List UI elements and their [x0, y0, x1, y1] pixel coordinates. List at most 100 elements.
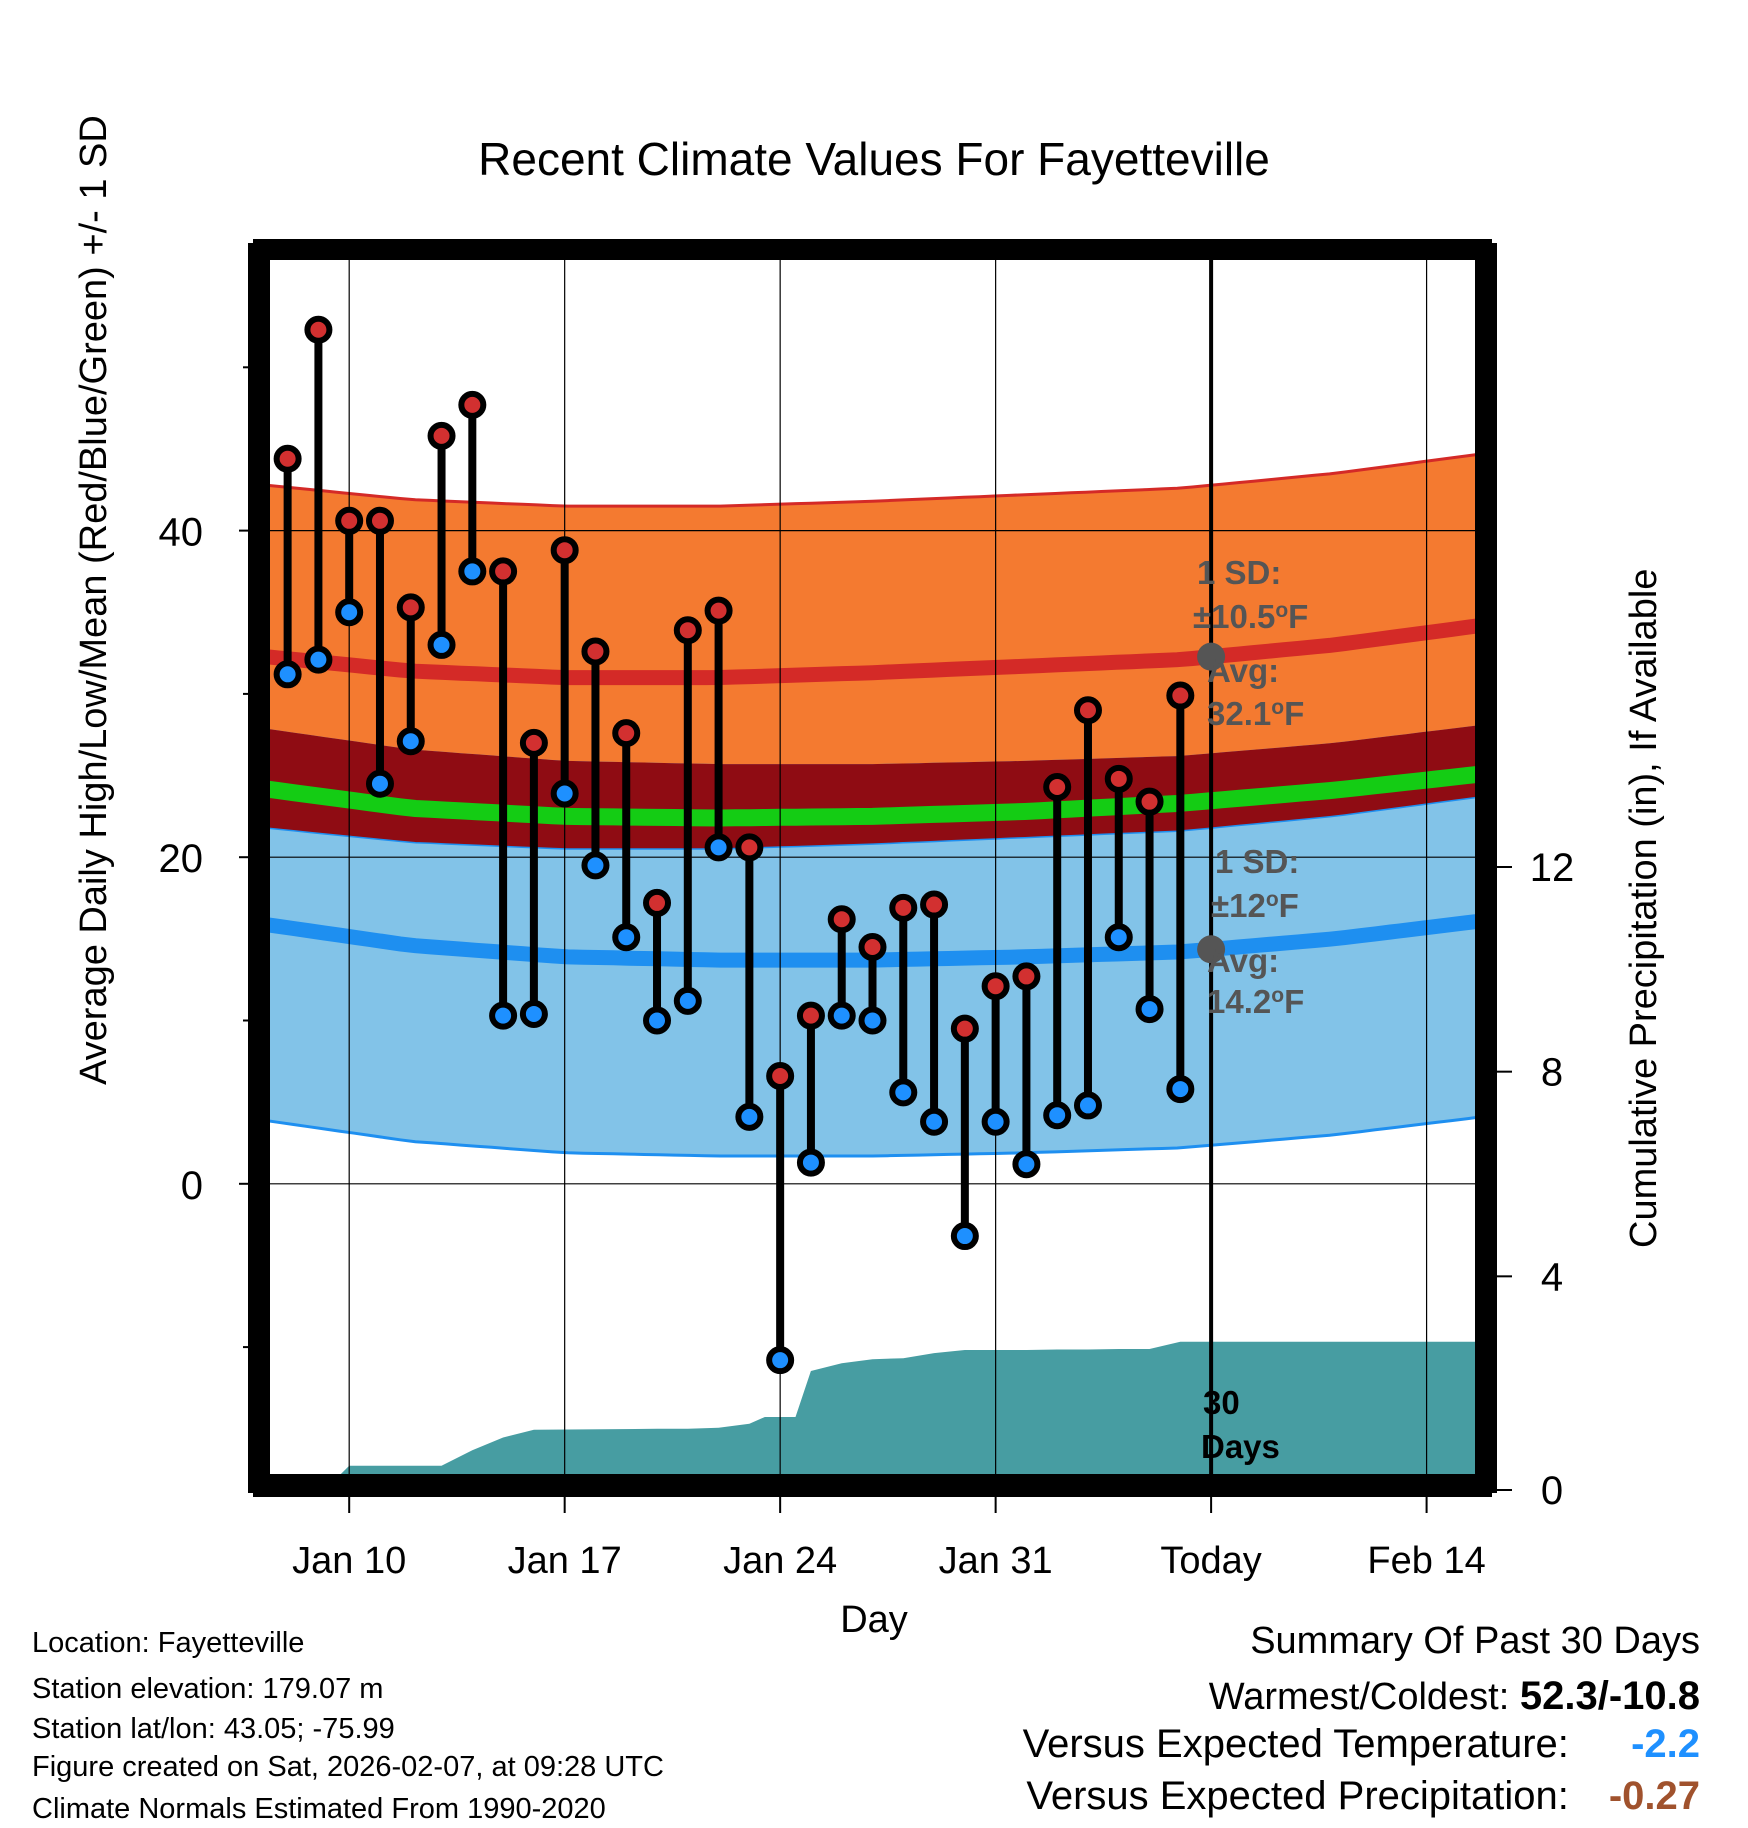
- low-sd-value-annotation-part-0: ±12: [1211, 887, 1266, 924]
- daily-low-point: [889, 1078, 918, 1107]
- summary-temp: Versus Expected Temperature: -2.2: [1023, 1722, 1700, 1767]
- low-lower-sd-line: [263, 1115, 1482, 1158]
- daily-low-point: [920, 1107, 949, 1136]
- daily-high-point: [365, 506, 394, 535]
- daily-low-point: [950, 1222, 979, 1251]
- summary-temp-label: Versus Expected Temperature:: [1022, 1722, 1569, 1766]
- daily-high-point: [673, 616, 702, 645]
- high-sd-value-annotation: ±10.5oF: [1193, 598, 1308, 635]
- daily-high-point: [273, 444, 302, 473]
- plot-frame: [248, 239, 1497, 1497]
- low-avg-value-annotation-part-0: 14.2: [1207, 983, 1271, 1020]
- daily-high-point: [704, 596, 733, 625]
- days-word-annotation: Days: [1201, 1428, 1280, 1465]
- y-axis-label: Average Daily High/Low/Mean (Red/Blue/Gr…: [73, 115, 115, 1085]
- y2-tick-label: 8: [1541, 1051, 1563, 1095]
- daily-high-point: [335, 506, 364, 535]
- x-tick-label: Jan 10: [292, 1540, 406, 1582]
- daily-low-point: [643, 1006, 672, 1035]
- daily-low-point: [335, 598, 364, 627]
- daily-high-point: [427, 421, 456, 450]
- footer-elevation: Station elevation: 179.07 m: [32, 1673, 384, 1705]
- daily-high-point: [643, 888, 672, 917]
- daily-low-point: [489, 1001, 518, 1030]
- daily-high-point: [458, 390, 487, 419]
- daily-high-point: [735, 833, 764, 862]
- x-tick-label: Today: [1160, 1540, 1261, 1582]
- daily-low-point: [1135, 995, 1164, 1024]
- high-avg-value-annotation-part-2: F: [1284, 695, 1304, 732]
- daily-high-point: [981, 972, 1010, 1001]
- footer-normals: Climate Normals Estimated From 1990-2020: [32, 1793, 606, 1825]
- y2-tick-label: 12: [1530, 846, 1575, 890]
- x-tick-label: Jan 31: [939, 1540, 1053, 1582]
- low-sd-value-annotation: ±12oF: [1211, 887, 1299, 924]
- daily-low-point: [427, 630, 456, 659]
- daily-low-point: [458, 557, 487, 586]
- high-sd-value-annotation-part-2: F: [1288, 598, 1308, 635]
- daily-high-point: [796, 1001, 825, 1030]
- daily-low-point: [550, 779, 579, 808]
- footer-location: Location: Fayetteville: [32, 1627, 305, 1659]
- x-tick-label: Jan 17: [508, 1540, 622, 1582]
- daily-high-point: [519, 728, 548, 757]
- daily-high-point: [920, 890, 949, 919]
- daily-low-point: [1104, 923, 1133, 952]
- daily-high-point: [950, 1014, 979, 1043]
- summary-precip-value: -0.27: [1608, 1774, 1700, 1818]
- high-sd-value-annotation-part-1: o: [1275, 599, 1288, 622]
- axes: 0 20 40 0 4 8 12 Jan 10 Jan 17 Jan 24 Jan 31 Today F…: [159, 366, 1575, 1582]
- daily-low-point: [981, 1107, 1010, 1136]
- footer-latlon: Station lat/lon: 43.05; -75.99: [32, 1713, 395, 1745]
- high-avg-annotation: Avg:: [1207, 652, 1279, 689]
- daily-high-point: [1135, 787, 1164, 816]
- daily-low-point: [796, 1148, 825, 1177]
- high-lower-sd-line: [263, 796, 1482, 850]
- daily-high-point: [550, 536, 579, 565]
- daily-low-point: [612, 923, 641, 952]
- daily-low-point: [273, 660, 302, 689]
- low-avg-value-annotation-part-1: o: [1271, 984, 1284, 1007]
- y-tick-label: 40: [159, 511, 204, 555]
- footer-created: Figure created on Sat, 2026-02-07, at 09…: [32, 1751, 664, 1783]
- days-count-annotation: 30: [1203, 1384, 1240, 1421]
- daily-high-point: [304, 315, 333, 344]
- daily-low-point: [704, 833, 733, 862]
- daily-low-point: [581, 851, 610, 880]
- high-upper-sd-line: [263, 452, 1482, 508]
- x-tick-label: Jan 24: [723, 1540, 837, 1582]
- daily-high-point: [1166, 681, 1195, 710]
- summary-precip: Versus Expected Precipitation: -0.27: [1026, 1774, 1700, 1819]
- summary-title: Summary Of Past 30 Days: [1250, 1620, 1700, 1662]
- daily-high-point: [766, 1062, 795, 1091]
- daily-low-point: [365, 769, 394, 798]
- daily-high-point: [1073, 696, 1102, 725]
- high-sd-annotation: 1 SD:: [1197, 554, 1281, 591]
- high-sd-value-annotation-part-0: ±10.5: [1193, 598, 1275, 635]
- x-tick-label: Feb 14: [1367, 1540, 1485, 1582]
- summary-extremes-label: Warmest/Coldest:: [1208, 1676, 1510, 1718]
- low-sd-value-annotation-part-2: F: [1279, 887, 1299, 924]
- low-sd-annotation: 1 SD:: [1215, 843, 1299, 880]
- daily-low-point: [1012, 1150, 1041, 1179]
- summary-precip-label: Versus Expected Precipitation:: [1026, 1774, 1569, 1818]
- daily-high-point: [489, 557, 518, 586]
- daily-high-point: [1012, 962, 1041, 991]
- low-sd-value-annotation-part-1: o: [1266, 888, 1279, 911]
- summary-temp-value: -2.2: [1631, 1722, 1700, 1766]
- daily-low-point: [1073, 1091, 1102, 1120]
- summary-extremes-value: 52.3/-10.8: [1519, 1674, 1700, 1718]
- summary-extremes: Warmest/Coldest: 52.3/-10.8: [1209, 1674, 1700, 1719]
- daily-low-point: [735, 1102, 764, 1131]
- normal-high-line: [263, 617, 1482, 686]
- daily-high-point: [1043, 772, 1072, 801]
- chart-title: Recent Climate Values For Fayetteville: [478, 133, 1270, 185]
- daily-low-point: [673, 986, 702, 1015]
- daily-high-point: [396, 593, 425, 622]
- daily-high-point: [581, 637, 610, 666]
- daily-high-point: [889, 893, 918, 922]
- precipitation-area: [263, 1341, 1482, 1481]
- daily-high-point: [858, 933, 887, 962]
